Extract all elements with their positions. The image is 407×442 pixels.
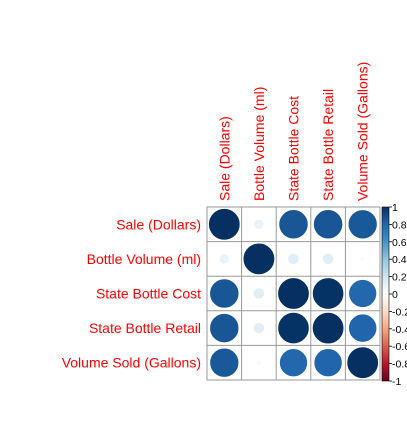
corr-circle-r4-c1 bbox=[209, 313, 240, 344]
column-label: Volume Sold (Gallons) bbox=[355, 62, 371, 201]
colorbar-tick-label: -0.2 bbox=[392, 306, 407, 318]
colorbar-tick-label: -0.4 bbox=[392, 324, 407, 336]
corr-circle-r4-c2 bbox=[252, 322, 265, 335]
corr-circle-r4-c4 bbox=[311, 311, 345, 345]
colorbar-tick-label: 0 bbox=[392, 289, 398, 301]
corr-circle-r5-c4 bbox=[313, 348, 343, 378]
corr-circle-r2-c1 bbox=[218, 253, 230, 265]
corr-circle-r5-c1 bbox=[209, 347, 240, 378]
corr-circle-r1-c5 bbox=[347, 209, 378, 240]
corr-circle-r2-c5 bbox=[359, 255, 366, 263]
corr-circle-r3-c1 bbox=[209, 278, 240, 309]
colorbar-tick-label: 0.4 bbox=[392, 254, 407, 266]
column-labels: Sale (Dollars) Bottle Volume (ml) State Bo… bbox=[216, 62, 370, 201]
colorbar-tick-label: 1 bbox=[392, 202, 398, 214]
corr-circle-r3-c2 bbox=[252, 287, 265, 300]
corr-circle-r5-c5 bbox=[346, 346, 379, 379]
row-labels: Sale (Dollars) Bottle Volume (ml) State Bo… bbox=[62, 216, 201, 370]
column-label: State Bottle Cost bbox=[286, 96, 302, 201]
circle-layer bbox=[208, 208, 379, 379]
corr-circle-r4-c5 bbox=[348, 313, 378, 343]
row-label: State Bottle Retail bbox=[89, 320, 201, 336]
corr-circle-r2-c2 bbox=[242, 242, 276, 276]
corr-circle-r1-c2 bbox=[253, 218, 265, 230]
colorbar-tick-label: 0.8 bbox=[392, 219, 407, 231]
corr-circle-r1-c1 bbox=[208, 208, 241, 241]
corr-circle-r3-c5 bbox=[348, 279, 378, 308]
column-label: State Bottle Retail bbox=[320, 89, 336, 201]
column-label: Bottle Volume (ml) bbox=[251, 87, 267, 201]
corr-circle-r2-c4 bbox=[322, 252, 335, 265]
corr-circle-r2-c3 bbox=[287, 252, 300, 265]
corr-circle-r1-c3 bbox=[278, 209, 309, 240]
colorbar: 1 0.8 0.6 0.4 0.2 0 -0.2 -0.4 -0.6 -0.8 -1 bbox=[381, 202, 407, 388]
row-label: Sale (Dollars) bbox=[116, 216, 201, 232]
row-label: State Bottle Cost bbox=[96, 286, 201, 302]
corr-circle-r5-c2 bbox=[255, 359, 263, 366]
colorbar-gradient bbox=[381, 206, 390, 382]
colorbar-tick-label: -0.8 bbox=[392, 359, 407, 371]
column-label: Sale (Dollars) bbox=[216, 116, 232, 201]
corr-circle-r5-c3 bbox=[279, 348, 308, 378]
corr-circle-r1-c4 bbox=[313, 209, 344, 240]
corr-circle-r4-c3 bbox=[277, 311, 310, 345]
colorbar-tick-label: 0.2 bbox=[392, 272, 407, 284]
row-label: Volume Sold (Gallons) bbox=[62, 355, 201, 371]
colorbar-tick-label: -0.6 bbox=[392, 341, 407, 353]
corr-circle-r3-c4 bbox=[311, 277, 345, 310]
row-label: Bottle Volume (ml) bbox=[87, 251, 201, 267]
corr-circle-r3-c3 bbox=[277, 277, 310, 310]
colorbar-tick-label: 0.6 bbox=[392, 237, 407, 249]
colorbar-tick-label: -1 bbox=[392, 376, 401, 388]
